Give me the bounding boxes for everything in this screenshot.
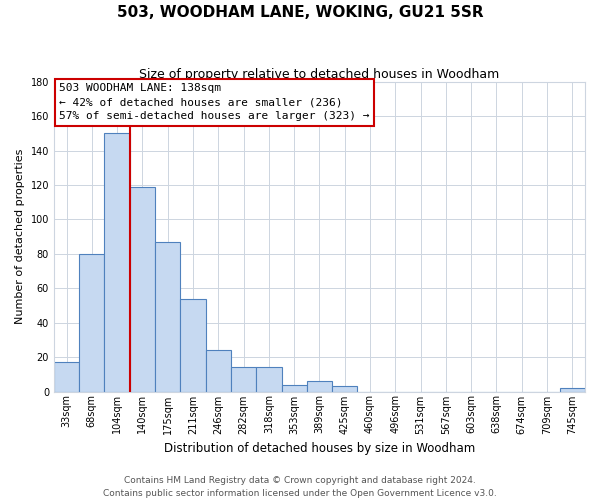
Text: Contains HM Land Registry data © Crown copyright and database right 2024.
Contai: Contains HM Land Registry data © Crown c…: [103, 476, 497, 498]
Bar: [181, 298, 206, 392]
Bar: [130, 186, 155, 392]
Bar: [307, 381, 332, 392]
Y-axis label: Number of detached properties: Number of detached properties: [15, 149, 25, 324]
Bar: [206, 350, 231, 392]
Bar: [231, 368, 256, 392]
Bar: [104, 134, 130, 392]
Bar: [79, 254, 104, 392]
Bar: [560, 388, 585, 392]
Bar: [155, 242, 181, 392]
Bar: [54, 362, 79, 392]
Text: 503, WOODHAM LANE, WOKING, GU21 5SR: 503, WOODHAM LANE, WOKING, GU21 5SR: [116, 5, 484, 20]
Text: 503 WOODHAM LANE: 138sqm
← 42% of detached houses are smaller (236)
57% of semi-: 503 WOODHAM LANE: 138sqm ← 42% of detach…: [59, 83, 370, 121]
X-axis label: Distribution of detached houses by size in Woodham: Distribution of detached houses by size …: [164, 442, 475, 455]
Bar: [332, 386, 358, 392]
Title: Size of property relative to detached houses in Woodham: Size of property relative to detached ho…: [139, 68, 500, 80]
Bar: [256, 368, 281, 392]
Bar: [281, 384, 307, 392]
